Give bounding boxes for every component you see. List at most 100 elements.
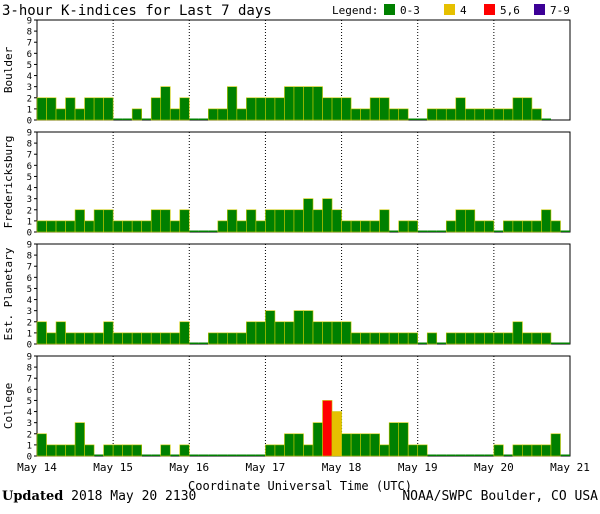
k-bar <box>227 454 237 456</box>
k-bar <box>522 332 533 345</box>
k-bar <box>512 321 523 345</box>
chart-title: 3-hour K-indices for Last 7 days <box>2 3 272 19</box>
k-bar <box>189 454 199 456</box>
k-bar <box>74 332 85 345</box>
k-bar <box>217 108 228 121</box>
k-bar <box>255 220 266 233</box>
y-tick-label: 7 <box>27 375 32 385</box>
y-tick-label: 4 <box>27 408 32 418</box>
y-tick-label: 1 <box>27 441 32 451</box>
k-bar <box>493 444 504 457</box>
k-bar <box>541 209 552 233</box>
k-bar <box>189 118 199 120</box>
k-bar <box>93 332 104 345</box>
y-tick-label: 0 <box>27 453 32 463</box>
k-bar <box>417 230 428 232</box>
x-tick-label: May 20 <box>474 461 514 474</box>
k-bar <box>246 209 257 233</box>
k-bar <box>455 209 466 233</box>
k-bar <box>141 454 152 456</box>
k-bar <box>407 332 419 345</box>
panel-label: Boulder <box>2 46 15 93</box>
k-bar <box>331 209 342 233</box>
k-bar <box>531 108 542 121</box>
k-bar <box>303 86 314 121</box>
k-bar <box>484 220 495 233</box>
panels: 0123456789Boulder0123456789Fredericksbur… <box>2 17 571 463</box>
k-bar <box>150 332 162 345</box>
updated-info: Updated 2018 May 20 2130 <box>2 489 196 504</box>
k-bar <box>436 108 447 121</box>
k-bar <box>303 444 314 457</box>
legend-swatch-7-9 <box>534 4 545 15</box>
k-bar <box>484 332 495 345</box>
k-bar <box>531 332 542 345</box>
k-bar <box>341 97 352 121</box>
k-bar <box>160 86 171 121</box>
k-bar <box>455 454 466 456</box>
k-bar <box>189 230 199 232</box>
k-bar <box>179 209 190 233</box>
k-bar <box>493 230 504 232</box>
legend-entry-7-9: 7-9 <box>550 4 570 17</box>
k-bar <box>436 454 447 456</box>
k-bar <box>369 97 380 121</box>
k-bar <box>322 321 333 345</box>
k-bar <box>455 97 466 121</box>
y-tick-label: 4 <box>27 72 32 82</box>
y-tick-label: 1 <box>27 105 32 115</box>
k-bar <box>541 444 552 457</box>
k-bar <box>369 433 380 457</box>
k-bar <box>445 220 457 233</box>
k-bar <box>274 209 285 233</box>
k-bar <box>350 220 361 233</box>
k-bar <box>151 454 161 456</box>
k-bar <box>198 118 209 120</box>
k-bar <box>274 321 285 345</box>
k-bar <box>560 342 570 344</box>
k-bar <box>341 433 352 457</box>
k-bar <box>503 332 514 345</box>
legend-entry-0-3: 0-3 <box>400 4 420 17</box>
k-bar <box>141 118 152 120</box>
k-bar <box>65 220 76 233</box>
k-bar <box>388 332 399 345</box>
k-bar <box>284 433 295 457</box>
k-bar <box>179 321 190 345</box>
y-tick-label: 9 <box>27 129 32 139</box>
legend-swatch-0-3 <box>384 4 395 15</box>
k-bar <box>360 433 371 457</box>
k-bar <box>398 422 409 457</box>
k-bar <box>131 220 142 233</box>
k-bar <box>484 454 494 456</box>
k-bar <box>312 422 323 457</box>
y-tick-label: 4 <box>27 296 32 306</box>
k-bar <box>112 444 123 457</box>
k-bar <box>331 97 342 121</box>
updated-value: 2018 May 20 2130 <box>71 489 197 504</box>
k-bar <box>93 97 104 121</box>
y-tick-label: 5 <box>27 61 32 71</box>
k-bar <box>103 209 114 233</box>
k-bar <box>55 220 66 233</box>
k-bar <box>236 108 247 121</box>
k-bar <box>426 332 438 345</box>
k-bar <box>379 444 390 457</box>
k-bar <box>169 220 181 233</box>
k-bar <box>550 433 561 457</box>
x-axis: May 14 May 15 May 16 May 17 May 18 May 19 May … <box>17 461 590 474</box>
k-bar <box>417 342 428 344</box>
k-bar <box>265 97 276 121</box>
k-bar <box>65 332 76 345</box>
k-bar <box>465 454 475 456</box>
updated-label: Updated <box>2 489 64 504</box>
k-bar <box>131 332 142 345</box>
source-credit: NOAA/SWPC Boulder, CO USA <box>402 489 598 504</box>
k-bar <box>255 97 266 121</box>
k-bar <box>65 444 76 457</box>
k-bar <box>474 108 485 121</box>
k-bar <box>293 433 304 457</box>
k-bar <box>208 454 218 456</box>
y-tick-label: 3 <box>27 83 32 93</box>
k-bar <box>265 444 276 457</box>
